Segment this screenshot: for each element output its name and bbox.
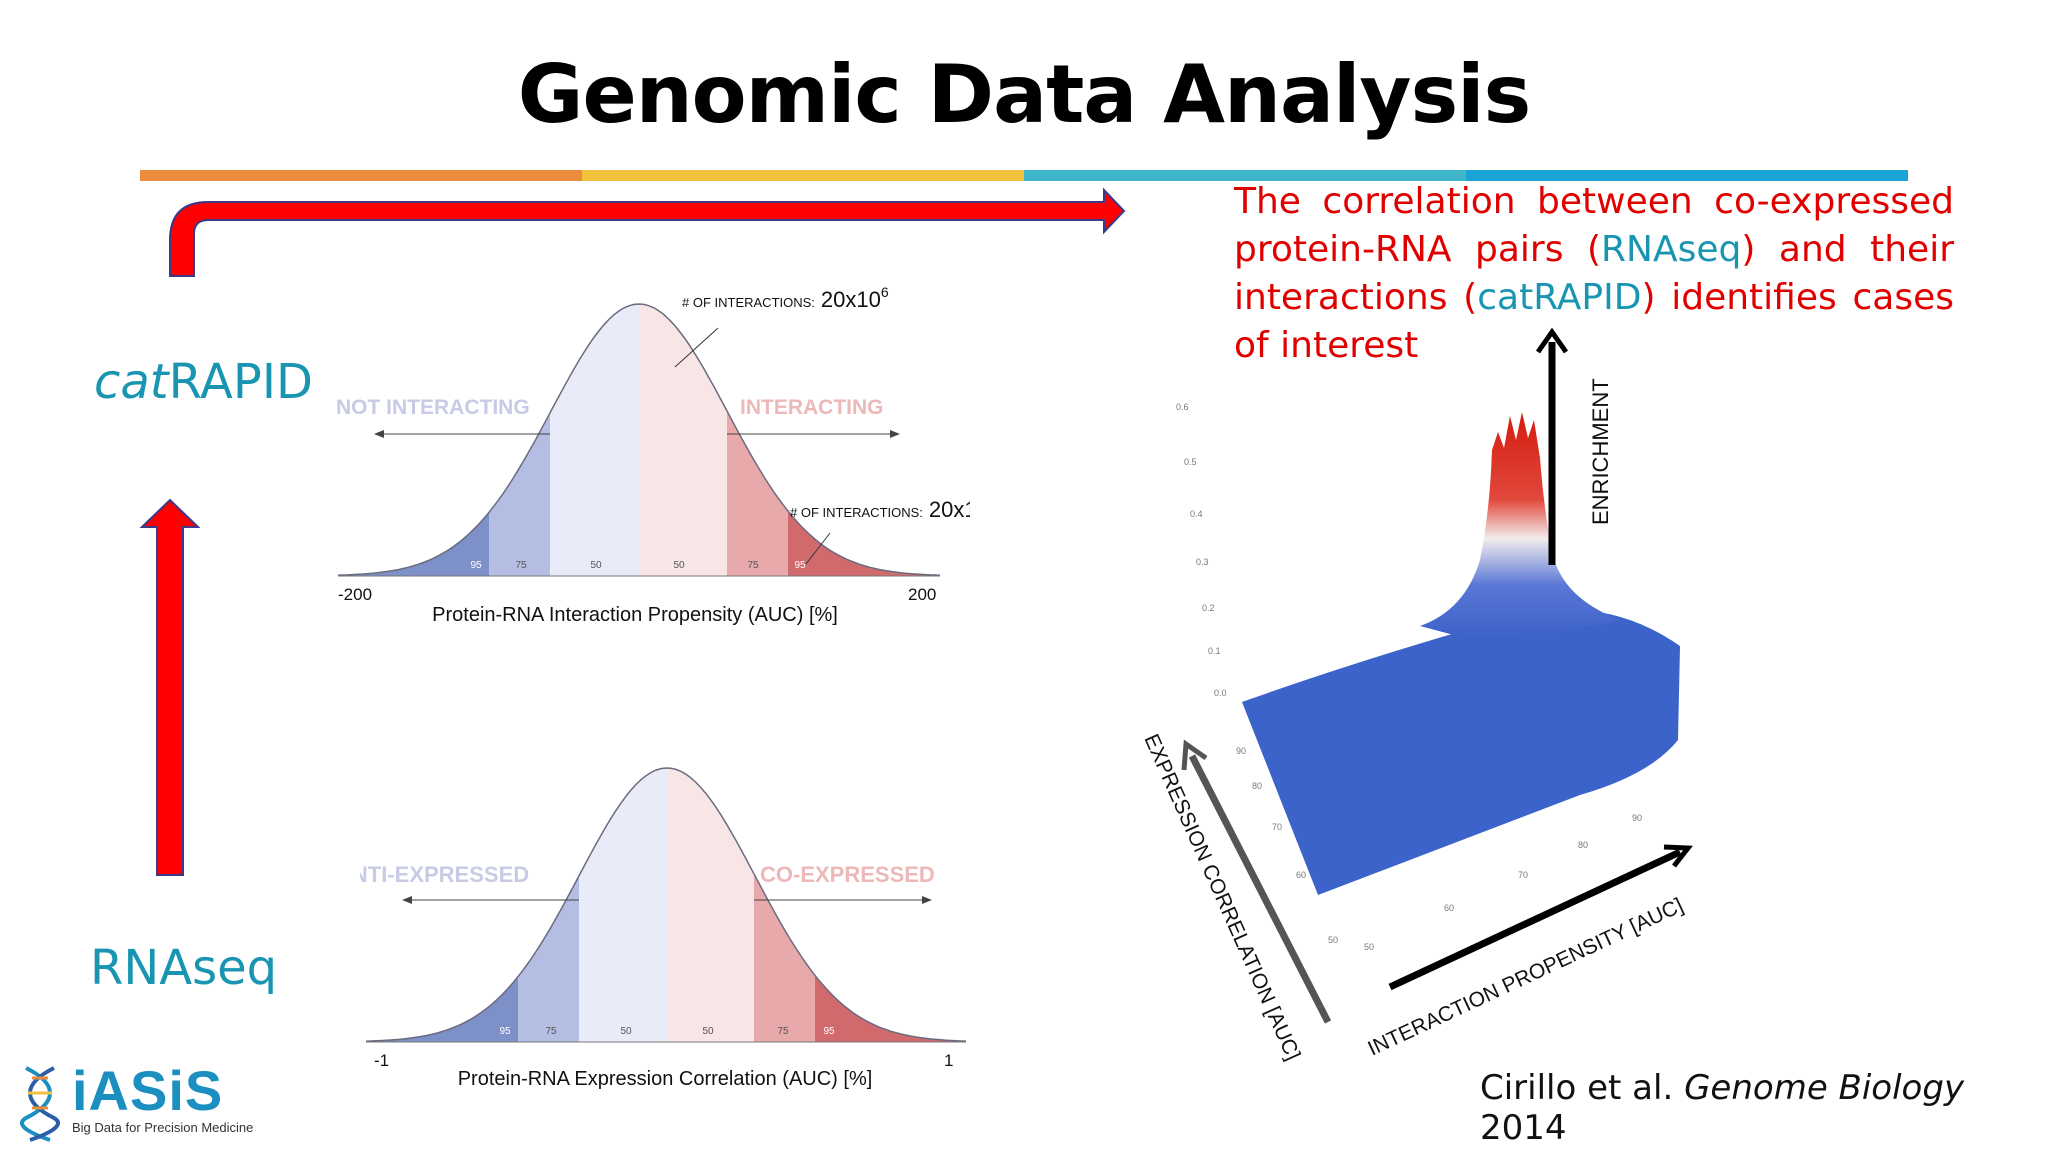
svg-text:0.3: 0.3 — [1196, 557, 1209, 567]
band-95-left — [338, 304, 489, 576]
region-label-right: CO-EXPRESSED — [760, 862, 935, 887]
bell-curve — [337, 303, 941, 576]
band-label: 75 — [545, 1026, 557, 1037]
band-label: 50 — [702, 1026, 714, 1037]
band-75-left — [489, 304, 550, 576]
header-band-segment — [1024, 170, 1466, 181]
left-axis-ticks: 90 80 70 60 50 — [1236, 746, 1338, 945]
enrichment-axis-label: ENRICHMENT — [1588, 378, 1613, 525]
right-direction-arrow — [754, 896, 932, 904]
catrapid-label: catRAPID — [94, 354, 313, 410]
svg-text:80: 80 — [1578, 840, 1588, 850]
band-label: 75 — [777, 1026, 789, 1037]
x-max-label: 200 — [908, 585, 936, 604]
right-axis-ticks: 50 60 70 80 90 — [1364, 813, 1642, 952]
left-direction-arrow — [374, 430, 550, 438]
band-50-right — [667, 768, 754, 1042]
enrichment-axis-arrow — [1535, 327, 1569, 565]
x-min-label: -1 — [374, 1051, 389, 1070]
band-50-left — [579, 768, 667, 1042]
band-label: 50 — [620, 1026, 632, 1037]
propensity-axis-arrow — [1388, 844, 1693, 991]
header-band-segment — [582, 170, 1024, 181]
expression-axis-arrow — [1181, 739, 1332, 1024]
band-95-right — [788, 304, 940, 576]
svg-text:0.6: 0.6 — [1176, 402, 1189, 412]
annotation-interactions-tail: # OF INTERACTIONS:20x105 — [790, 494, 970, 522]
header-band-segment — [140, 170, 582, 181]
svg-text:0.1: 0.1 — [1208, 646, 1221, 656]
band-label: 95 — [794, 560, 806, 571]
band-label: 95 — [499, 1026, 511, 1037]
band-95-right — [815, 768, 966, 1042]
region-label-left: ANTI-EXPRESSED — [360, 862, 529, 887]
band-75-left — [518, 768, 579, 1042]
band-50-right — [639, 304, 727, 576]
right-direction-arrow — [727, 430, 900, 438]
svg-text:60: 60 — [1444, 903, 1454, 913]
left-direction-arrow — [402, 896, 579, 904]
statement-text: The correlation between co-expressed pro… — [1234, 181, 1954, 366]
svg-text:70: 70 — [1518, 870, 1528, 880]
surface-base — [1242, 609, 1680, 895]
bell-curve — [365, 767, 967, 1042]
svg-text:0.4: 0.4 — [1190, 509, 1203, 519]
enrichment-surface-plot: 0.6 0.5 0.4 0.3 0.2 0.1 0.0 90 80 70 60 … — [1139, 327, 1693, 1064]
svg-text:90: 90 — [1236, 746, 1246, 756]
annotation-leader — [805, 532, 831, 565]
bent-arrow — [169, 187, 1126, 277]
x-max-label: 1 — [944, 1051, 953, 1070]
band-label: 95 — [470, 560, 482, 571]
annotation-interactions-total: # OF INTERACTIONS: 20x106 — [682, 284, 889, 312]
band-label: 75 — [515, 560, 527, 571]
interaction-propensity-chart: 95 75 50 50 75 95 NOT INTERACTING INTERA… — [336, 284, 970, 626]
svg-text:80: 80 — [1252, 781, 1262, 791]
region-label-left: NOT INTERACTING — [336, 396, 530, 419]
svg-text:50: 50 — [1364, 942, 1374, 952]
svg-text:60: 60 — [1296, 870, 1306, 880]
expression-correlation-chart: 95 75 50 50 75 95 ANTI-EXPRESSED CO-EXPR… — [360, 767, 967, 1090]
surface-peak — [1420, 412, 1620, 642]
header-band-segment — [1466, 170, 1908, 181]
band-75-right — [754, 768, 815, 1042]
x-min-label: -200 — [338, 585, 372, 604]
svg-text:0.0: 0.0 — [1214, 688, 1227, 698]
band-95-left — [366, 768, 518, 1042]
band-50-left — [550, 304, 639, 576]
dna-helix-icon — [20, 1066, 60, 1142]
band-label: 50 — [673, 560, 685, 571]
svg-text:90: 90 — [1632, 813, 1642, 823]
z-axis-ticks: 0.6 0.5 0.4 0.3 0.2 0.1 0.0 — [1176, 402, 1227, 698]
annotation-leader — [674, 327, 719, 368]
svg-text:0.2: 0.2 — [1202, 603, 1215, 613]
svg-text:70: 70 — [1272, 822, 1282, 832]
band-label: 50 — [590, 560, 602, 571]
svg-text:0.5: 0.5 — [1184, 457, 1197, 467]
x-axis-label: Protein-RNA Interaction Propensity (AUC)… — [432, 604, 838, 626]
citation: Cirillo et al. Genome Biology 2014 — [1480, 1068, 1965, 1148]
up-arrow — [139, 498, 201, 876]
iasis-logo: iASiS Big Data for Precision Medicine — [18, 1059, 258, 1142]
band-label: 95 — [823, 1026, 835, 1037]
x-axis-label: Protein-RNA Expression Correlation (AUC)… — [458, 1068, 873, 1090]
region-label-right: INTERACTING — [740, 396, 884, 419]
rnaseq-label: RNAseq — [90, 940, 278, 996]
slide-title: Genomic Data Analysis — [517, 48, 1531, 141]
svg-text:50: 50 — [1328, 935, 1338, 945]
band-label: 75 — [747, 560, 759, 571]
